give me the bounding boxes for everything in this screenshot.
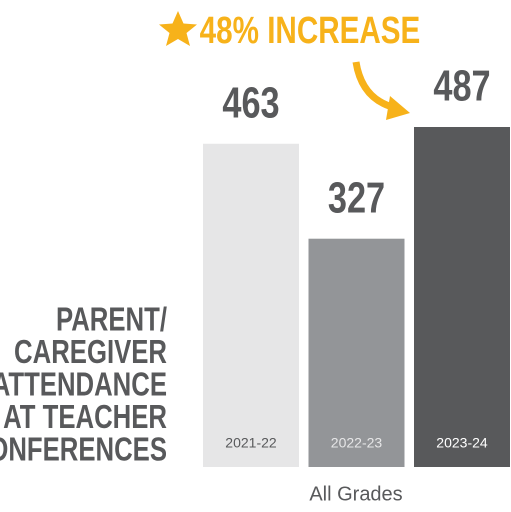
- bar: [414, 127, 510, 467]
- category-label: 2021-22: [225, 435, 277, 451]
- star-icon: [159, 11, 197, 46]
- y-axis-label-line: ATTENDANCE: [0, 367, 167, 404]
- value-label: 487: [433, 62, 490, 111]
- y-axis-label-line: PARENT/: [56, 302, 167, 339]
- annotation-group: 48% INCREASE: [159, 10, 420, 120]
- value-label: 327: [328, 173, 385, 222]
- y-axis-label-line: CONFERENCES: [0, 432, 167, 469]
- category-label: 2022-23: [331, 435, 383, 451]
- y-axis-label-line: CAREGIVER: [14, 334, 167, 371]
- bar: [308, 238, 405, 467]
- bar: [203, 143, 299, 467]
- arrow-head: [386, 96, 410, 120]
- annotation: 48% INCREASE: [200, 10, 421, 52]
- y-axis-label-line: AT TEACHER: [3, 399, 167, 436]
- category-label: 2023-24: [436, 435, 488, 451]
- value-label: 463: [222, 78, 279, 127]
- x-axis-label: All Grades: [309, 483, 402, 505]
